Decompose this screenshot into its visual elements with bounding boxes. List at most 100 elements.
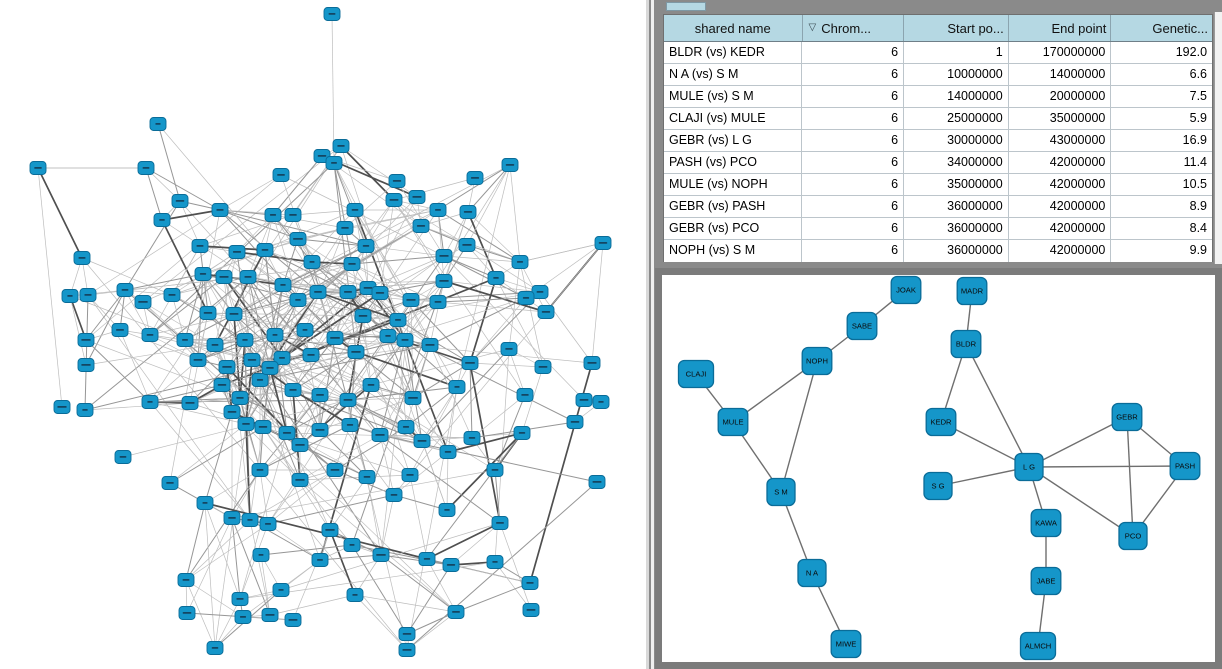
- network-node[interactable]: [346, 588, 364, 602]
- network-node[interactable]: [486, 555, 504, 569]
- network-node[interactable]: [372, 548, 390, 562]
- network-node[interactable]: [588, 475, 606, 489]
- network-node[interactable]: [323, 7, 341, 21]
- network-node[interactable]: [343, 257, 361, 271]
- network-node[interactable]: [517, 291, 535, 305]
- network-node[interactable]: [272, 168, 290, 182]
- network-node[interactable]: [389, 313, 407, 327]
- network-node[interactable]: [486, 463, 504, 477]
- network-node[interactable]: [311, 553, 329, 567]
- network-node[interactable]: [176, 333, 194, 347]
- network-node[interactable]: KEDR: [925, 407, 957, 437]
- network-node[interactable]: [289, 232, 307, 246]
- network-node[interactable]: [161, 476, 179, 490]
- network-node[interactable]: [311, 388, 329, 402]
- network-node[interactable]: CLAJI: [677, 359, 715, 389]
- filter-funnel-icon[interactable]: ▽: [808, 22, 817, 33]
- network-node[interactable]: [284, 208, 302, 222]
- network-node[interactable]: [213, 378, 231, 392]
- network-node[interactable]: [388, 174, 406, 188]
- network-node[interactable]: MIWE: [830, 629, 862, 659]
- network-node[interactable]: [435, 274, 453, 288]
- network-node[interactable]: [29, 161, 47, 175]
- network-node[interactable]: [231, 592, 249, 606]
- network-node[interactable]: [521, 576, 539, 590]
- network-node[interactable]: [149, 117, 167, 131]
- network-node[interactable]: [491, 516, 509, 530]
- network-node[interactable]: [273, 351, 291, 365]
- network-node[interactable]: [251, 463, 269, 477]
- network-node[interactable]: [336, 221, 354, 235]
- network-node[interactable]: [218, 360, 236, 374]
- network-node[interactable]: [111, 323, 129, 337]
- network-node[interactable]: ALMCH: [1019, 631, 1057, 661]
- table-row[interactable]: PASH (vs) PCO 6 34000000 42000000 11.4: [664, 152, 1212, 174]
- network-node[interactable]: [252, 548, 270, 562]
- network-node[interactable]: [223, 405, 241, 419]
- network-node[interactable]: [291, 473, 309, 487]
- network-node[interactable]: [196, 496, 214, 510]
- network-node[interactable]: [77, 333, 95, 347]
- network-node[interactable]: [408, 190, 426, 204]
- network-node[interactable]: [228, 245, 246, 259]
- network-node[interactable]: S M: [766, 477, 796, 507]
- column-header[interactable]: shared name: [664, 15, 803, 41]
- network-node[interactable]: [211, 203, 229, 217]
- network-node[interactable]: [347, 345, 365, 359]
- network-node[interactable]: [537, 305, 555, 319]
- column-header[interactable]: End point: [1009, 15, 1112, 41]
- network-node[interactable]: [413, 434, 431, 448]
- network-node[interactable]: [401, 468, 419, 482]
- network-node[interactable]: [522, 603, 540, 617]
- network-node[interactable]: [77, 358, 95, 372]
- network-node[interactable]: [429, 295, 447, 309]
- network-node[interactable]: [53, 400, 71, 414]
- network-node[interactable]: [421, 338, 439, 352]
- network-node[interactable]: [194, 267, 212, 281]
- network-node[interactable]: BLDR: [950, 329, 982, 359]
- network-node[interactable]: [341, 418, 359, 432]
- network-node[interactable]: [178, 606, 196, 620]
- network-node[interactable]: [256, 243, 274, 257]
- column-header[interactable]: Start po...: [904, 15, 1009, 41]
- network-node[interactable]: [466, 171, 484, 185]
- network-node[interactable]: PASH: [1169, 451, 1201, 481]
- network-node[interactable]: N A: [797, 558, 827, 588]
- network-node[interactable]: [141, 328, 159, 342]
- network-node[interactable]: [412, 219, 430, 233]
- network-node[interactable]: [398, 643, 416, 657]
- scrollbar-track[interactable]: [1214, 12, 1222, 264]
- network-node[interactable]: [458, 238, 476, 252]
- network-node[interactable]: [225, 307, 243, 321]
- network-node[interactable]: [500, 342, 518, 356]
- panel-splitter[interactable]: [646, 0, 656, 669]
- network-node[interactable]: [163, 288, 181, 302]
- network-node[interactable]: [385, 193, 403, 207]
- network-node[interactable]: SABE: [846, 311, 878, 341]
- network-node[interactable]: [358, 470, 376, 484]
- network-node[interactable]: [296, 323, 314, 337]
- table-row[interactable]: BLDR (vs) KEDR 6 1 170000000 192.0: [664, 42, 1212, 64]
- table-row[interactable]: GEBR (vs) PCO 6 36000000 42000000 8.4: [664, 218, 1212, 240]
- network-node[interactable]: [459, 205, 477, 219]
- network-node[interactable]: [284, 383, 302, 397]
- network-node[interactable]: [575, 393, 593, 407]
- network-node[interactable]: [309, 285, 327, 299]
- network-node[interactable]: [429, 203, 447, 217]
- network-node[interactable]: [435, 249, 453, 263]
- table-row[interactable]: GEBR (vs) PASH 6 36000000 42000000 8.9: [664, 196, 1212, 218]
- network-node[interactable]: L G: [1014, 452, 1044, 482]
- network-node[interactable]: [513, 426, 531, 440]
- network-node[interactable]: JOAK: [890, 275, 922, 305]
- network-node[interactable]: [439, 445, 457, 459]
- table-row[interactable]: MULE (vs) NOPH 6 35000000 42000000 10.5: [664, 174, 1212, 196]
- network-node[interactable]: [241, 513, 259, 527]
- network-node[interactable]: [181, 396, 199, 410]
- network-node[interactable]: MULE: [717, 407, 749, 437]
- network-node[interactable]: [326, 331, 344, 345]
- network-node[interactable]: MADR: [956, 276, 988, 306]
- network-node[interactable]: [311, 423, 329, 437]
- table-row[interactable]: CLAJI (vs) MULE 6 25000000 35000000 5.9: [664, 108, 1212, 130]
- network-node[interactable]: [332, 139, 350, 153]
- network-node[interactable]: [254, 420, 272, 434]
